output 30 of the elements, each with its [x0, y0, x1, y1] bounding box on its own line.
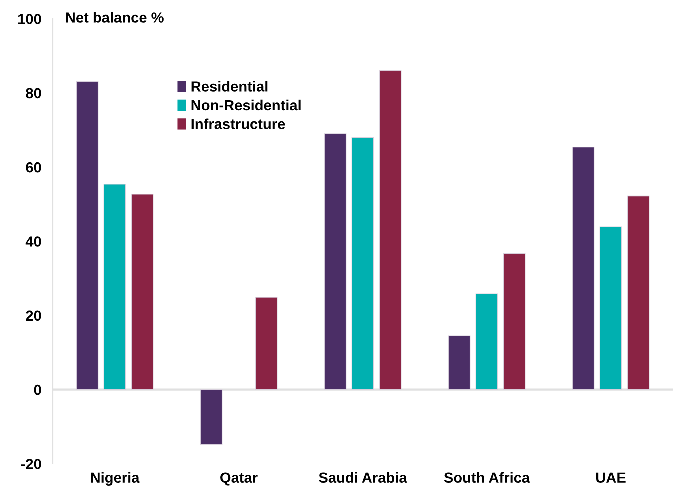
bar [76, 81, 99, 390]
x-tick-label: UAE [596, 472, 626, 484]
legend-label: Non-Residential [192, 100, 301, 111]
bar [379, 70, 402, 390]
y-axis-title: Net balance % [66, 12, 164, 23]
bar [104, 184, 126, 390]
bar [600, 226, 622, 390]
legend-label: Residential [192, 81, 268, 92]
legend-label: Infrastructure [192, 118, 286, 130]
x-tick-label: Qatar [220, 472, 258, 486]
x-tick-label: South Africa [444, 472, 530, 484]
bar [255, 297, 278, 390]
bar [572, 146, 595, 390]
x-tick-label: Nigeria [91, 472, 140, 486]
bar [352, 137, 374, 390]
y-tick-label: 60 [26, 162, 42, 173]
bar [448, 336, 471, 390]
y-tick-label: 0 [34, 384, 42, 396]
y-tick-label: 100 [18, 14, 42, 24]
bar [131, 194, 154, 390]
bar [476, 294, 498, 390]
y-tick-label: 80 [26, 88, 42, 99]
bar [200, 389, 223, 446]
y-tick-label: -20 [21, 459, 42, 470]
bar [324, 134, 347, 390]
bar [503, 253, 526, 390]
x-tick-label: Saudi Arabia [319, 472, 408, 484]
y-tick-label: 40 [26, 236, 42, 247]
y-tick-label: 20 [26, 310, 42, 322]
bar [627, 196, 650, 390]
